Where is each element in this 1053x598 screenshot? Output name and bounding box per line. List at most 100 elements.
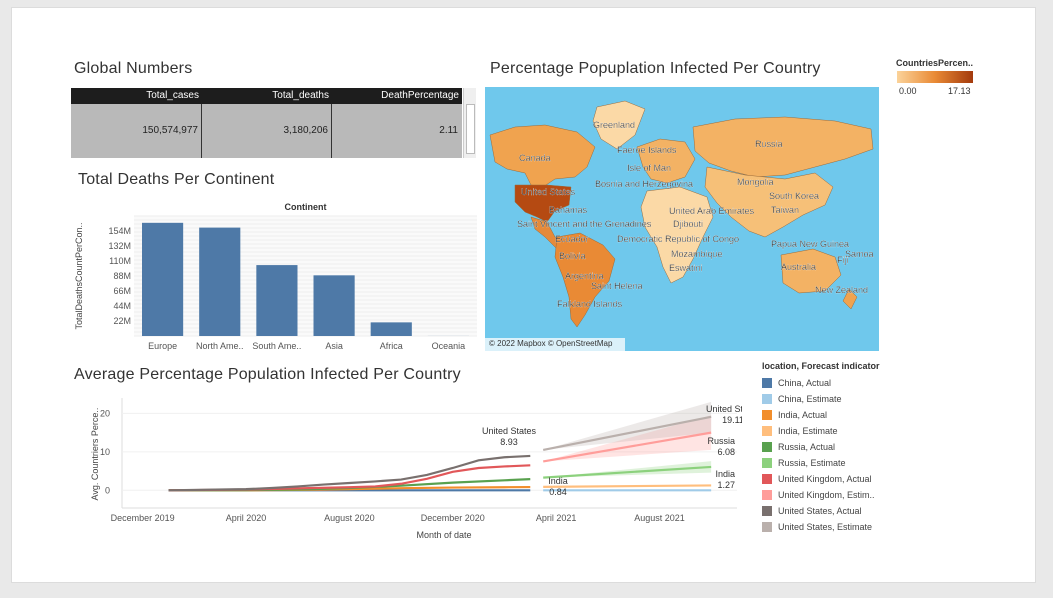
bar-asia[interactable] <box>313 275 355 336</box>
legend-swatch <box>762 522 772 532</box>
asia-shape[interactable] <box>704 166 834 238</box>
annotation-label: United States <box>482 426 537 436</box>
scrollbar-thumb[interactable] <box>466 104 475 154</box>
legend-swatch <box>762 490 772 500</box>
map-label: Bolivia <box>559 251 586 261</box>
legend-item[interactable]: United States, Actual <box>762 503 962 519</box>
legend-item[interactable]: United Kingdom, Estim.. <box>762 487 962 503</box>
legend-item[interactable]: Russia, Estimate <box>762 455 962 471</box>
bar-chart-header: Continent <box>285 202 327 212</box>
map-label: United Arab Emirates <box>669 206 755 216</box>
y-tick-label: 110M <box>109 256 131 266</box>
map-label: Russia <box>755 139 783 149</box>
legend-item[interactable]: India, Estimate <box>762 423 962 439</box>
map-label: Canada <box>519 153 551 163</box>
canada-shape[interactable] <box>489 124 596 188</box>
map-label: Isle of Man <box>627 163 671 173</box>
cell-total-deaths: 3,180,206 <box>283 125 329 136</box>
series-united-states-actual[interactable] <box>168 454 531 492</box>
legend-swatch <box>762 378 772 388</box>
annotation-label: Russia <box>707 436 735 446</box>
y-tick-label: 154M <box>108 226 131 236</box>
africa-shape[interactable] <box>640 186 714 284</box>
map-label: South Korea <box>769 191 819 201</box>
legend-item[interactable]: China, Estimate <box>762 391 962 407</box>
annotation-label: United States <box>706 404 742 414</box>
map-canvas[interactable]: Greenland Faeroe Islands Isle of Man Canada… <box>485 87 879 351</box>
map-label: Democratic Republic of Congo <box>617 234 739 244</box>
column-header-total-deaths[interactable]: Total_deaths <box>272 90 329 101</box>
y-tick-label: 10 <box>100 447 110 457</box>
series-united-kingdom-actual[interactable] <box>168 464 531 492</box>
x-tick-label: Africa <box>380 341 403 351</box>
map-label: Eswatini <box>669 263 703 273</box>
legend-label: India, Estimate <box>778 426 838 436</box>
map-legend-title: CountriesPercen.. <box>896 58 974 68</box>
table-row[interactable] <box>71 104 462 158</box>
line-chart-title: Average Percentage Population Infected P… <box>74 366 461 383</box>
x-tick-label: August 2020 <box>324 513 375 523</box>
bar-europe[interactable] <box>142 222 184 336</box>
legend-swatch <box>762 474 772 484</box>
y-tick-label: 20 <box>100 408 110 418</box>
legend-item[interactable]: India, Actual <box>762 407 962 423</box>
column-divider <box>331 104 332 158</box>
x-tick-label: April 2021 <box>536 513 577 523</box>
legend-label: United States, Actual <box>778 506 862 516</box>
map-legend-gradient[interactable] <box>897 71 973 83</box>
bar-africa[interactable] <box>370 322 412 336</box>
column-header-total-cases[interactable]: Total_cases <box>146 90 199 101</box>
legend-label: China, Estimate <box>778 394 842 404</box>
y-tick-label: 88M <box>113 271 131 281</box>
europe-shape[interactable] <box>636 138 696 184</box>
map-legend-min: 0.00 <box>899 86 917 96</box>
bar-north-ame[interactable] <box>199 227 241 336</box>
russia-shape[interactable] <box>692 116 874 178</box>
map-label: Greenland <box>593 120 635 130</box>
series-united-kingdom-estim[interactable] <box>543 431 712 463</box>
series-russia-estimate[interactable] <box>543 465 712 479</box>
cell-death-percentage: 2.11 <box>439 125 458 136</box>
south-america-shape[interactable] <box>554 232 616 328</box>
dashboard: Global Numbers Total_cases Total_deaths … <box>11 7 1036 583</box>
annotation-label: India <box>715 469 735 479</box>
line-legend[interactable]: location, Forecast indicator China, Actu… <box>762 361 962 541</box>
legend-item[interactable]: United States, Estimate <box>762 519 962 535</box>
column-header-death-percentage[interactable]: DeathPercentage <box>381 90 459 101</box>
global-numbers-table[interactable]: Total_cases Total_deaths DeathPercentage… <box>71 88 476 158</box>
map-attribution: © 2022 Mapbox © OpenStreetMap <box>489 339 613 348</box>
y-tick-label: 44M <box>113 301 131 311</box>
legend-swatch <box>762 394 772 404</box>
greenland-shape[interactable] <box>592 100 646 150</box>
x-tick-label: Asia <box>325 341 343 351</box>
legend-item[interactable]: United Kingdom, Actual <box>762 471 962 487</box>
map-label: Mongolia <box>737 177 774 187</box>
bar-y-axis-label: TotalDeathsCountPerCon.. <box>74 222 84 329</box>
series-india-estimate[interactable] <box>543 484 712 488</box>
map-label: Faeroe Islands <box>617 145 677 155</box>
australia-shape[interactable] <box>780 248 842 294</box>
y-tick-label: 22M <box>113 316 131 326</box>
united-states-shape[interactable] <box>514 184 572 223</box>
map-label: Papua New Guinea <box>771 239 849 249</box>
annotation-value: 0.84 <box>549 487 567 497</box>
choropleth-map[interactable]: Greenland Faeroe Islands Isle of Man Canada… <box>485 87 879 351</box>
line-x-axis-label: Month of date <box>416 530 471 540</box>
legend-swatch <box>762 458 772 468</box>
y-tick-label: 132M <box>108 241 131 251</box>
new-zealand-shape[interactable] <box>842 288 858 310</box>
legend-item[interactable]: China, Actual <box>762 375 962 391</box>
legend-label: United Kingdom, Estim.. <box>778 490 875 500</box>
legend-label: Russia, Actual <box>778 442 836 452</box>
line-legend-title: location, Forecast indicator <box>762 361 880 371</box>
series-united-states-estimate[interactable] <box>542 415 712 452</box>
table-scrollbar[interactable] <box>463 88 476 158</box>
map-label: Bosnia and Herzegovina <box>595 179 693 189</box>
x-tick-label: South Ame.. <box>252 341 301 351</box>
map-label: Mozambique <box>671 249 723 259</box>
bar-south-ame[interactable] <box>256 265 298 336</box>
legend-item[interactable]: Russia, Actual <box>762 439 962 455</box>
line-y-axis-label: Avg. Countriers Perce.. <box>90 408 100 501</box>
annotation-value: 19.11 <box>722 415 742 425</box>
